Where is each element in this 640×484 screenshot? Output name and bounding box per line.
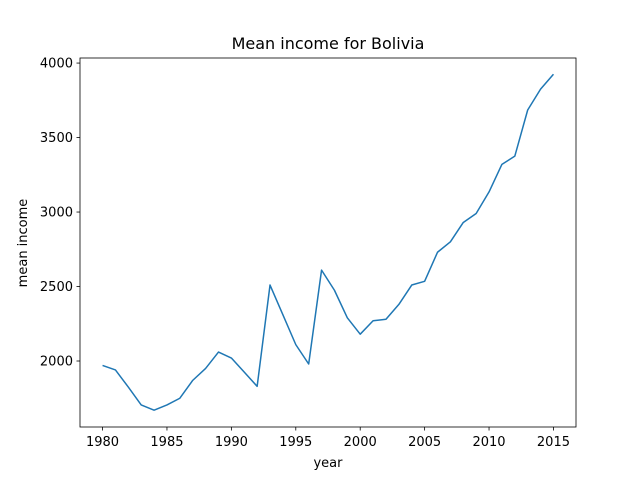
y-tick-label: 3500 bbox=[40, 131, 73, 146]
x-tick-label: 1980 bbox=[86, 435, 119, 450]
x-tick-label: 1995 bbox=[279, 435, 312, 450]
x-axis-label: year bbox=[313, 456, 343, 471]
chart-title: Mean income for Bolivia bbox=[232, 34, 425, 53]
y-tick-label: 2000 bbox=[40, 355, 73, 370]
y-tick-label: 3000 bbox=[40, 206, 73, 221]
y-axis-label: mean income bbox=[16, 199, 31, 288]
axes-frame bbox=[79, 57, 577, 428]
x-tick-label: 2010 bbox=[472, 435, 505, 450]
x-tick-label: 2000 bbox=[344, 435, 377, 450]
x-tick-label: 2005 bbox=[408, 435, 441, 450]
y-tick-label: 2500 bbox=[40, 280, 73, 295]
x-tick-label: 2015 bbox=[537, 435, 570, 450]
x-tick-label: 1985 bbox=[150, 435, 183, 450]
data-line bbox=[102, 73, 555, 411]
y-tick-label: 4000 bbox=[40, 57, 73, 72]
x-tick-label: 1990 bbox=[215, 435, 248, 450]
